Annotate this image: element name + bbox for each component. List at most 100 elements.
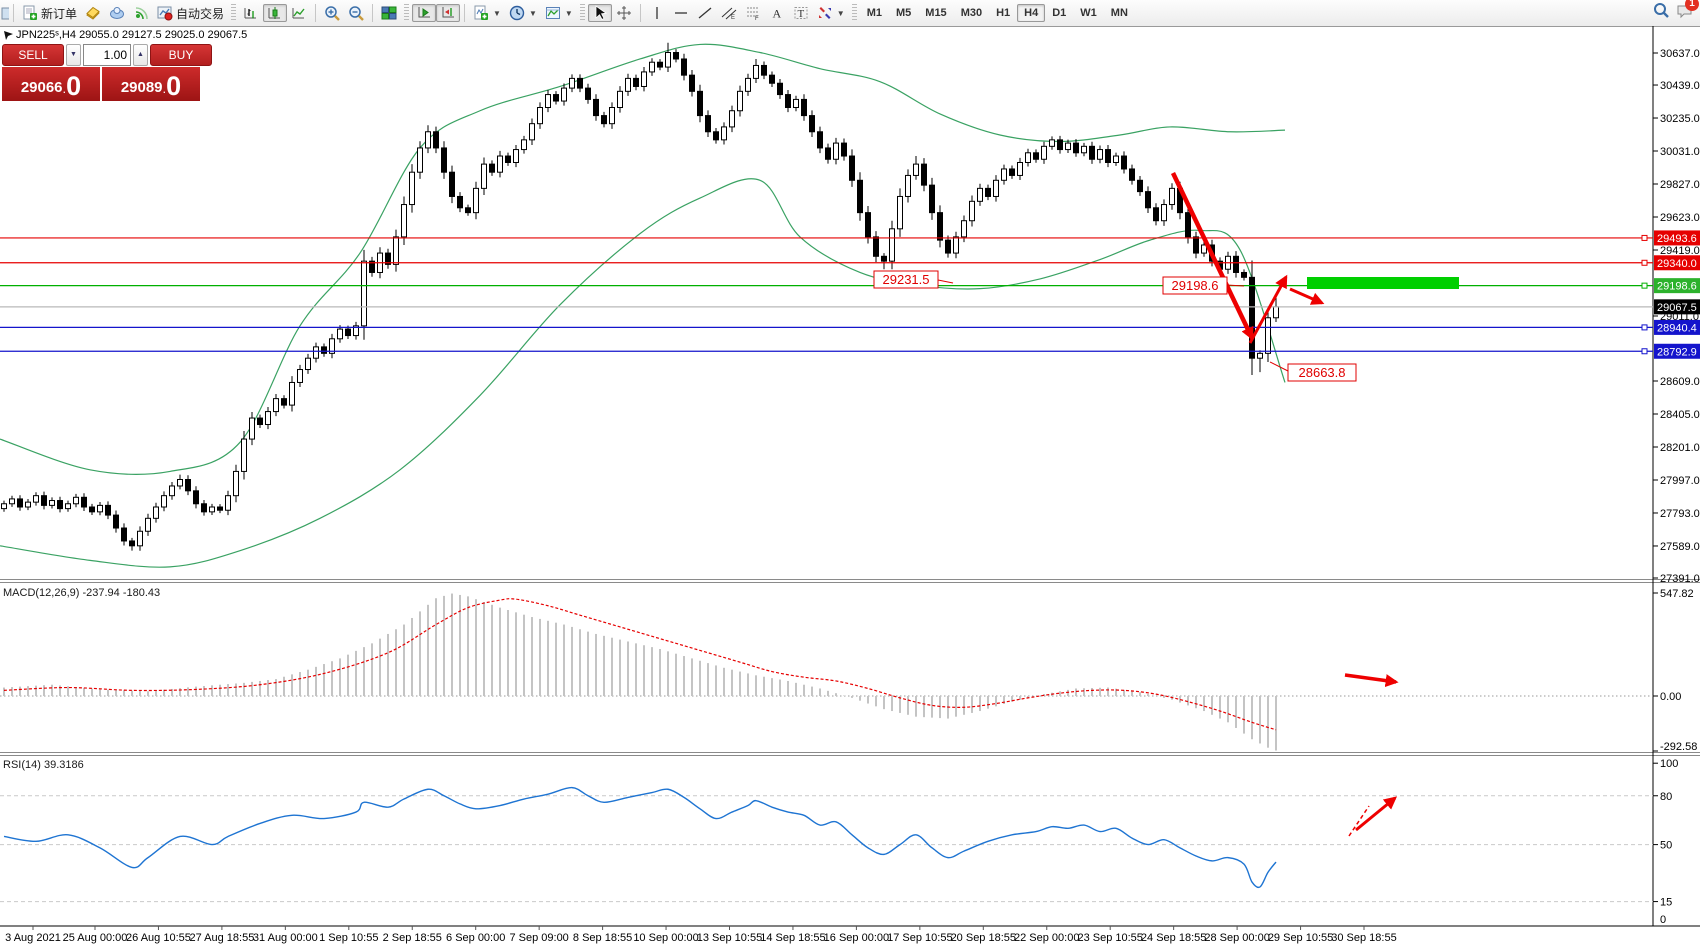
indicators-button[interactable]: ▼: [469, 4, 505, 22]
candlestick-mode-button[interactable]: [263, 4, 288, 22]
volume-decrease-button[interactable]: ▼: [66, 44, 81, 66]
bollinger-bands[interactable]: [0, 43, 1286, 568]
crosshair-tool-button[interactable]: [612, 4, 636, 22]
pane-separator[interactable]: [0, 752, 1700, 753]
timeframe-m30-button[interactable]: M30: [960, 7, 983, 19]
time-tick-label: 31 Aug 00:00: [253, 932, 318, 944]
trend-arrow[interactable]: [1344, 673, 1399, 688]
community-button[interactable]: [105, 4, 129, 22]
equidistant-channel-icon: E: [721, 5, 737, 21]
candle-body: [1257, 352, 1263, 359]
timeframe-m1-button[interactable]: M1: [866, 7, 882, 19]
line-handle[interactable]: [1641, 282, 1648, 289]
timeframe-m15-button[interactable]: M15: [925, 7, 947, 19]
toolbar: 新订单 自动交易: [0, 0, 1700, 27]
candle-body: [529, 123, 535, 141]
candle-body: [217, 506, 223, 511]
trend-arrow[interactable]: [1355, 796, 1398, 832]
candle-body: [241, 438, 247, 472]
candle-body: [89, 506, 95, 513]
rsi-line: [3, 786, 1277, 889]
price-label-box[interactable]: [1162, 276, 1228, 295]
price-axis-badge-text: 28792.9: [1657, 346, 1697, 358]
autotrading-button[interactable]: 自动交易: [153, 4, 228, 22]
pane-separator[interactable]: [0, 755, 1700, 756]
bar-chart-mode-button[interactable]: [239, 4, 263, 22]
autoscroll-button[interactable]: [412, 4, 437, 22]
price-label-box[interactable]: [873, 270, 939, 289]
clock-icon: [509, 5, 525, 21]
line-chart-mode-button[interactable]: [287, 4, 311, 22]
zoom-out-button[interactable]: [344, 4, 368, 22]
new-order-icon: [22, 5, 38, 21]
volume-increase-button[interactable]: ▲: [133, 44, 148, 66]
toolbar-drag-handle[interactable]: [579, 4, 585, 22]
timeframe-h1-button[interactable]: H1: [996, 7, 1011, 19]
zoom-in-button[interactable]: [320, 4, 344, 22]
pane-separator[interactable]: [0, 579, 1700, 580]
toolbar-drag-handle[interactable]: [404, 4, 410, 22]
volume-input[interactable]: [83, 44, 131, 66]
sell-price[interactable]: 29066. 0: [2, 67, 100, 101]
trend-arrow[interactable]: [1289, 287, 1325, 305]
time-tick-label: 13 Sep 10:55: [697, 932, 762, 944]
time-axis[interactable]: [32, 926, 1365, 930]
text-label-tool-button[interactable]: T: [789, 4, 813, 22]
vertical-line-tool-button[interactable]: [645, 4, 669, 22]
candle-body: [889, 228, 895, 262]
timeframe-w1-button[interactable]: W1: [1080, 7, 1097, 19]
trend-arrow[interactable]: [1170, 172, 1255, 341]
new-order-button[interactable]: 新订单: [18, 4, 81, 22]
rsi-indicator-label: RSI(14) 39.3186: [3, 759, 84, 771]
price-label-box[interactable]: [1287, 363, 1357, 382]
price-tick-label: 29419.0: [1660, 245, 1700, 257]
buy-price[interactable]: 29089. 0: [102, 67, 200, 101]
svg-text:T: T: [797, 8, 804, 20]
chart-canvas[interactable]: 29231.5 29198.6 28663.8 30637.0 30439.0 30235…: [0, 26, 1700, 947]
search-icon[interactable]: [1652, 2, 1669, 18]
price-axis[interactable]: [1653, 52, 1700, 927]
timeframe-mn-button[interactable]: MN: [1110, 7, 1128, 19]
market-watch-button[interactable]: [81, 4, 105, 22]
support-zone-rectangle[interactable]: [1307, 277, 1459, 289]
bollinger-lower-band: [0, 178, 1286, 568]
trendline-tool-button[interactable]: [693, 4, 717, 22]
trend-arrow[interactable]: [1248, 274, 1288, 344]
chart-shift-button[interactable]: [436, 4, 461, 22]
cursor-tool-button[interactable]: [587, 4, 612, 22]
toolbar-drag-handle[interactable]: [851, 4, 857, 22]
sell-button[interactable]: SELL: [2, 44, 64, 66]
periods-button[interactable]: ▼: [505, 4, 541, 22]
timeframe-d1-button[interactable]: D1: [1052, 7, 1067, 19]
gold-book-icon: [85, 5, 101, 21]
line-handle[interactable]: [1641, 234, 1648, 241]
line-handle[interactable]: [1641, 324, 1648, 331]
templates-button[interactable]: ▼: [541, 4, 577, 22]
signals-button[interactable]: [129, 4, 153, 22]
candle-body: [33, 495, 39, 503]
indicators-add-icon: [473, 5, 489, 21]
line-handle[interactable]: [1641, 259, 1648, 266]
pane-separator[interactable]: [0, 582, 1700, 583]
toolbar-separator: [464, 4, 466, 22]
line-handle[interactable]: [1641, 348, 1648, 355]
shapes-icon: [817, 5, 833, 21]
rsi-tick-label: 50: [1660, 840, 1672, 852]
candle-body: [441, 147, 447, 173]
toolbar-drag-handle[interactable]: [231, 4, 237, 22]
channel-tool-button[interactable]: E: [717, 4, 741, 22]
chat-icon[interactable]: 1: [1676, 0, 1699, 19]
candle-body: [265, 411, 271, 426]
rsi-tick-label: 0: [1660, 914, 1666, 926]
arrows-tool-button[interactable]: ▼: [813, 4, 849, 22]
fibonacci-tool-button[interactable]: F: [741, 4, 765, 22]
tile-windows-button[interactable]: [377, 4, 401, 22]
timeframe-h4-button[interactable]: H4: [1017, 4, 1046, 22]
text-tool-button[interactable]: A: [765, 4, 789, 22]
timeframe-m5-button[interactable]: M5: [896, 7, 912, 19]
buy-button[interactable]: BUY: [150, 44, 212, 66]
candle-body: [745, 77, 751, 92]
rsi-dashed-segment[interactable]: [1348, 805, 1370, 837]
horizontal-line-tool-button[interactable]: [669, 4, 693, 22]
